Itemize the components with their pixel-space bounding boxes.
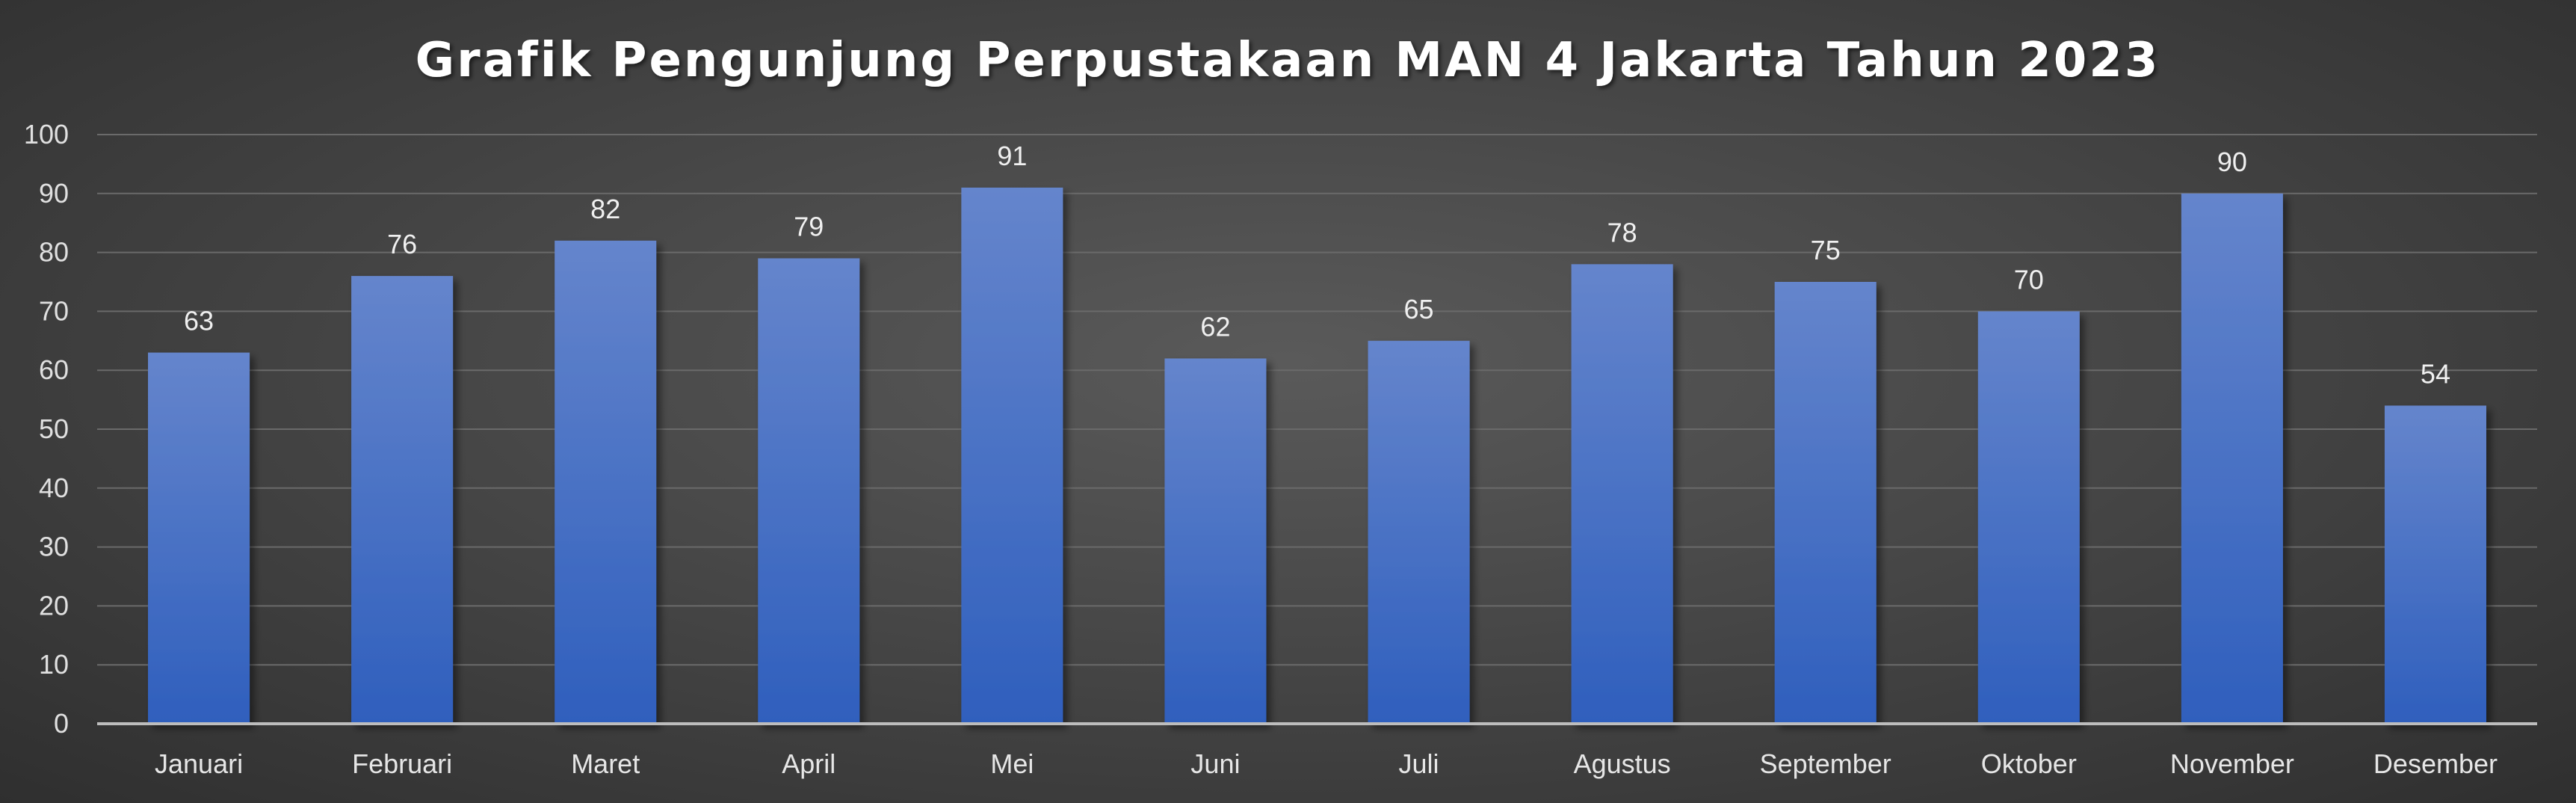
bar-april (758, 258, 860, 724)
x-tick-label-oktober: Oktober (1981, 748, 2077, 779)
y-axis-ticks: 0 10 20 30 40 50 60 70 80 90 100 (24, 119, 69, 739)
x-axis-ticks: Januari Februari Maret April Mei Juni Juli Agus… (155, 748, 2498, 779)
data-label-maret: 82 (590, 194, 620, 224)
data-label-juni: 62 (1200, 311, 1230, 342)
data-label-oktober: 70 (2014, 264, 2044, 295)
bars (148, 187, 2486, 724)
x-tick-label-agustus: Agustus (1574, 748, 1671, 779)
x-tick-label-februari: Februari (352, 748, 452, 779)
y-tick-label: 30 (39, 532, 69, 562)
y-tick-label: 100 (24, 119, 69, 150)
bar-september (1774, 282, 1877, 724)
bar-oktober (1977, 311, 2080, 724)
bar-juli (1368, 340, 1470, 724)
y-tick-label: 10 (39, 649, 69, 680)
data-label-januari: 63 (184, 306, 214, 336)
bar-mei (961, 187, 1063, 724)
y-tick-label: 0 (54, 708, 69, 739)
data-label-april: 79 (794, 211, 824, 241)
y-tick-label: 60 (39, 354, 69, 385)
y-tick-label: 90 (39, 178, 69, 209)
y-tick-label: 80 (39, 237, 69, 268)
x-tick-label-mei: Mei (990, 748, 1034, 779)
bar-februari (351, 276, 454, 724)
bar-januari (148, 352, 250, 724)
data-labels: 63 76 82 79 91 62 65 78 75 70 90 54 (184, 141, 2450, 390)
y-tick-label: 70 (39, 295, 69, 326)
x-tick-label-november: November (2170, 748, 2294, 779)
x-tick-label-juni: Juni (1190, 748, 1240, 779)
data-label-desember: 54 (2421, 358, 2450, 389)
gridlines (97, 134, 2537, 666)
x-tick-label-desember: Desember (2373, 748, 2498, 779)
x-tick-label-maret: Maret (571, 748, 640, 779)
chart-title: Grafik Pengunjung Perpustakaan MAN 4 Jak… (416, 33, 2160, 88)
data-label-februari: 76 (387, 229, 417, 259)
bar-maret (555, 240, 657, 724)
x-tick-label-april: April (782, 748, 835, 779)
x-tick-label-september: September (1760, 748, 1891, 779)
data-label-juli: 65 (1404, 294, 1434, 324)
data-label-agustus: 78 (1607, 217, 1637, 247)
data-label-november: 90 (2217, 147, 2247, 177)
y-tick-label: 40 (39, 473, 69, 503)
y-tick-label: 20 (39, 590, 69, 621)
x-tick-label-juli: Juli (1399, 748, 1439, 779)
bar-juni (1164, 358, 1267, 724)
x-tick-label-januari: Januari (155, 748, 243, 779)
data-label-september: 75 (1811, 235, 1841, 265)
bar-november (2181, 193, 2283, 724)
bar-desember (2384, 405, 2486, 724)
bar-agustus (1571, 264, 1673, 724)
y-tick-label: 50 (39, 413, 69, 444)
data-label-mei: 91 (997, 141, 1027, 171)
